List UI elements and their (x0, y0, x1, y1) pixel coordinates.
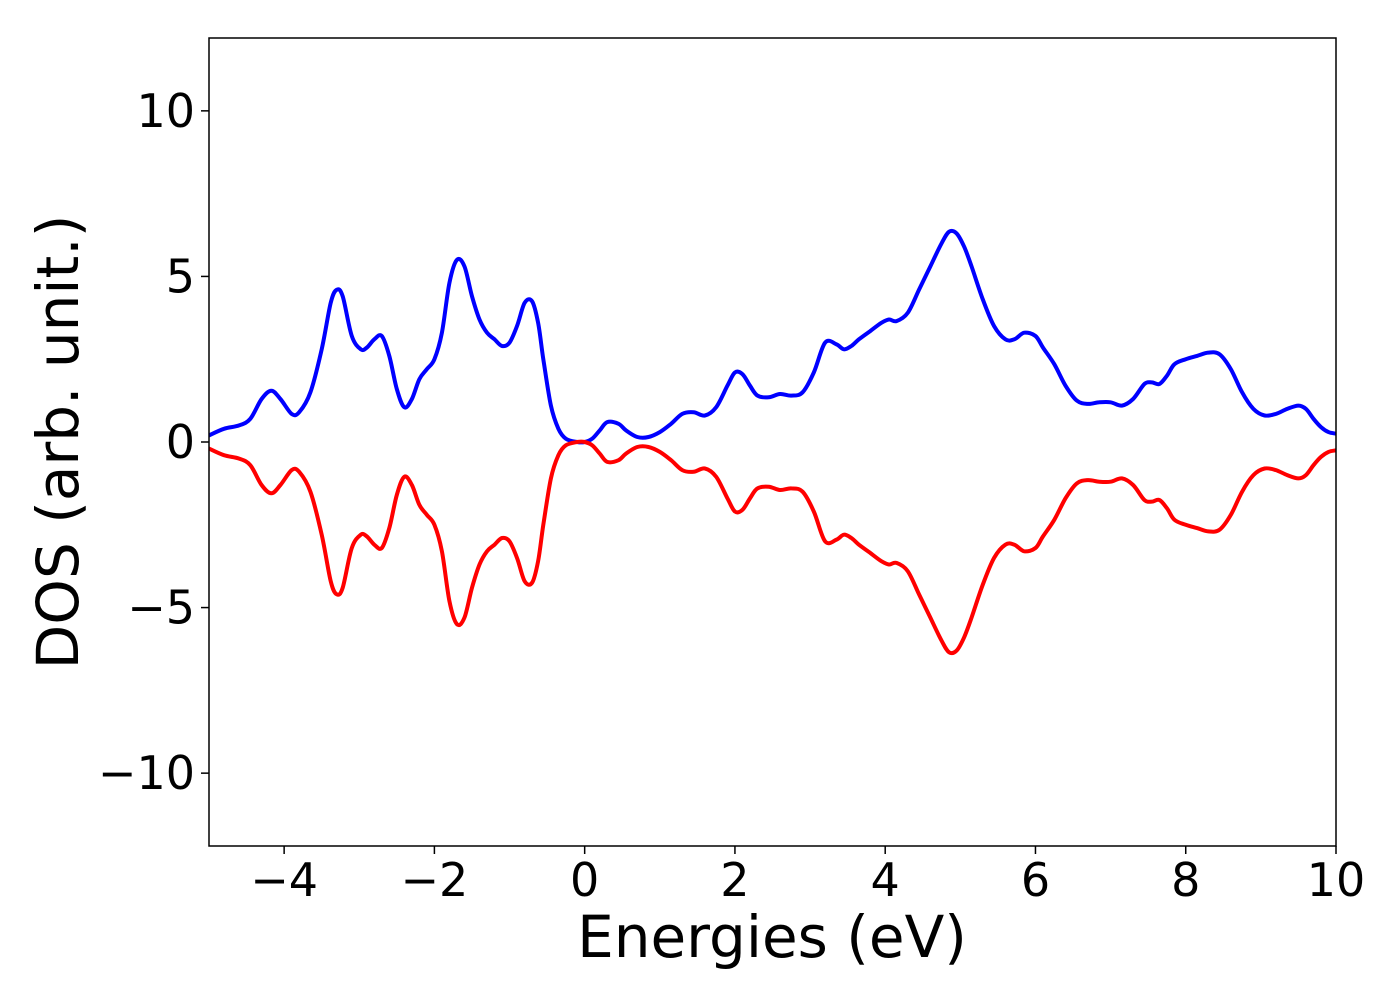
x-axis: −4 −2 0 2 4 6 8 10 (250, 846, 1365, 907)
x-tick-label: 0 (570, 853, 599, 907)
y-tick-label: −10 (98, 746, 195, 800)
series-line-blue (209, 228, 1336, 445)
x-axis-label: Energies (eV) (577, 903, 967, 971)
y-axis: −10 −5 0 5 10 (98, 84, 209, 800)
x-tick-label: 4 (871, 853, 900, 907)
x-tick-label: 6 (1021, 853, 1050, 907)
series-line-red (209, 439, 1336, 656)
y-tick-label: −5 (127, 581, 195, 635)
y-tick-label: 10 (136, 84, 195, 138)
x-tick-label: 10 (1307, 853, 1366, 907)
plot-frame (208, 37, 1337, 847)
y-tick-label: 5 (166, 249, 195, 303)
x-tick-label: 2 (720, 853, 749, 907)
x-tick-label: −4 (250, 853, 318, 907)
x-tick-label: −2 (400, 853, 468, 907)
y-axis-label: DOS (arb. unit.) (24, 215, 92, 670)
series-layer (209, 228, 1336, 656)
y-tick-label: 0 (166, 415, 195, 469)
x-tick-label: 8 (1171, 853, 1200, 907)
